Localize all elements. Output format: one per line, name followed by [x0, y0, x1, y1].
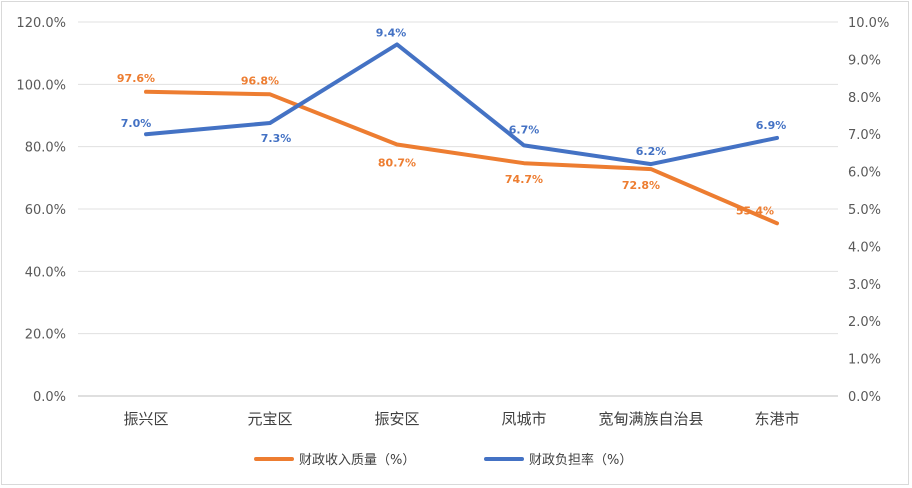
data-label: 96.8%: [241, 74, 279, 87]
x-category-label: 振兴区: [123, 410, 168, 428]
data-label: 7.3%: [261, 132, 292, 145]
y-left-tick-label: 80.0%: [25, 141, 66, 156]
y-left-tick-label: 0.0%: [33, 390, 66, 405]
data-label: 7.0%: [121, 117, 152, 130]
series-line-revenue-quality: [144, 89, 779, 226]
series-line-fiscal-burden: [144, 42, 779, 167]
data-label: 55.4%: [736, 204, 774, 217]
y-right-tick-label: 5.0%: [848, 203, 881, 218]
y-left-tick-label: 60.0%: [25, 203, 66, 218]
data-label: 9.4%: [376, 26, 407, 39]
y-left-tick-label: 100.0%: [16, 78, 66, 93]
y-left-tick-label: 20.0%: [25, 328, 66, 343]
x-category-label: 凤城市: [501, 410, 546, 428]
legend-label: 财政收入质量（%）: [299, 453, 415, 468]
y-right-tick-label: 9.0%: [848, 53, 881, 68]
data-label: 74.7%: [505, 173, 543, 186]
data-label: 72.8%: [622, 179, 660, 192]
y-right-tick-label: 7.0%: [848, 128, 881, 143]
y-right-tick-label: 1.0%: [848, 353, 881, 368]
x-category-label: 宽甸满族自治县: [598, 410, 703, 428]
y-left-tick-label: 120.0%: [16, 16, 66, 31]
y-right-tick-label: 0.0%: [848, 390, 881, 405]
legend-label: 财政负担率（%）: [529, 452, 632, 468]
y-right-tick-label: 10.0%: [848, 16, 889, 31]
y-right-tick-label: 6.0%: [848, 166, 881, 181]
data-label: 6.2%: [636, 145, 667, 158]
x-category-label: 东港市: [754, 410, 799, 428]
data-label: 80.7%: [378, 156, 416, 169]
y-left-tick-label: 40.0%: [25, 265, 66, 280]
x-category-label: 元宝区: [247, 410, 292, 428]
data-label: 6.7%: [509, 123, 540, 136]
y-right-tick-label: 2.0%: [848, 315, 881, 330]
y-right-tick-label: 4.0%: [848, 240, 881, 255]
data-label: 97.6%: [117, 72, 155, 85]
y-right-tick-label: 3.0%: [848, 278, 881, 293]
x-category-label: 振安区: [374, 410, 419, 428]
y-right-tick-label: 8.0%: [848, 91, 881, 106]
data-label: 6.9%: [756, 119, 787, 132]
